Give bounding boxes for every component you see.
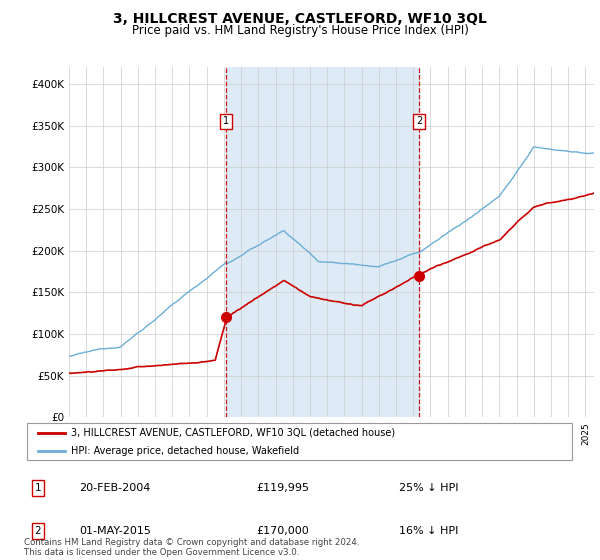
- Text: 25% ↓ HPI: 25% ↓ HPI: [400, 483, 459, 493]
- Text: 1: 1: [223, 116, 229, 127]
- Text: HPI: Average price, detached house, Wakefield: HPI: Average price, detached house, Wake…: [71, 446, 299, 456]
- FancyBboxPatch shape: [27, 423, 572, 460]
- Text: 16% ↓ HPI: 16% ↓ HPI: [400, 526, 459, 536]
- Text: £170,000: £170,000: [256, 526, 308, 536]
- Text: 01-MAY-2015: 01-MAY-2015: [79, 526, 151, 536]
- Bar: [568, 67, 594, 417]
- Text: 3, HILLCREST AVENUE, CASTLEFORD, WF10 3QL (detached house): 3, HILLCREST AVENUE, CASTLEFORD, WF10 3Q…: [71, 428, 395, 437]
- Text: 20-FEB-2004: 20-FEB-2004: [79, 483, 151, 493]
- Text: £119,995: £119,995: [256, 483, 309, 493]
- Bar: [226, 67, 419, 417]
- Text: Price paid vs. HM Land Registry's House Price Index (HPI): Price paid vs. HM Land Registry's House …: [131, 24, 469, 37]
- Text: 1: 1: [34, 483, 41, 493]
- Text: Contains HM Land Registry data © Crown copyright and database right 2024.
This d: Contains HM Land Registry data © Crown c…: [24, 538, 359, 557]
- Text: 2: 2: [34, 526, 41, 536]
- Text: 3, HILLCREST AVENUE, CASTLEFORD, WF10 3QL: 3, HILLCREST AVENUE, CASTLEFORD, WF10 3Q…: [113, 12, 487, 26]
- Text: 2: 2: [416, 116, 422, 127]
